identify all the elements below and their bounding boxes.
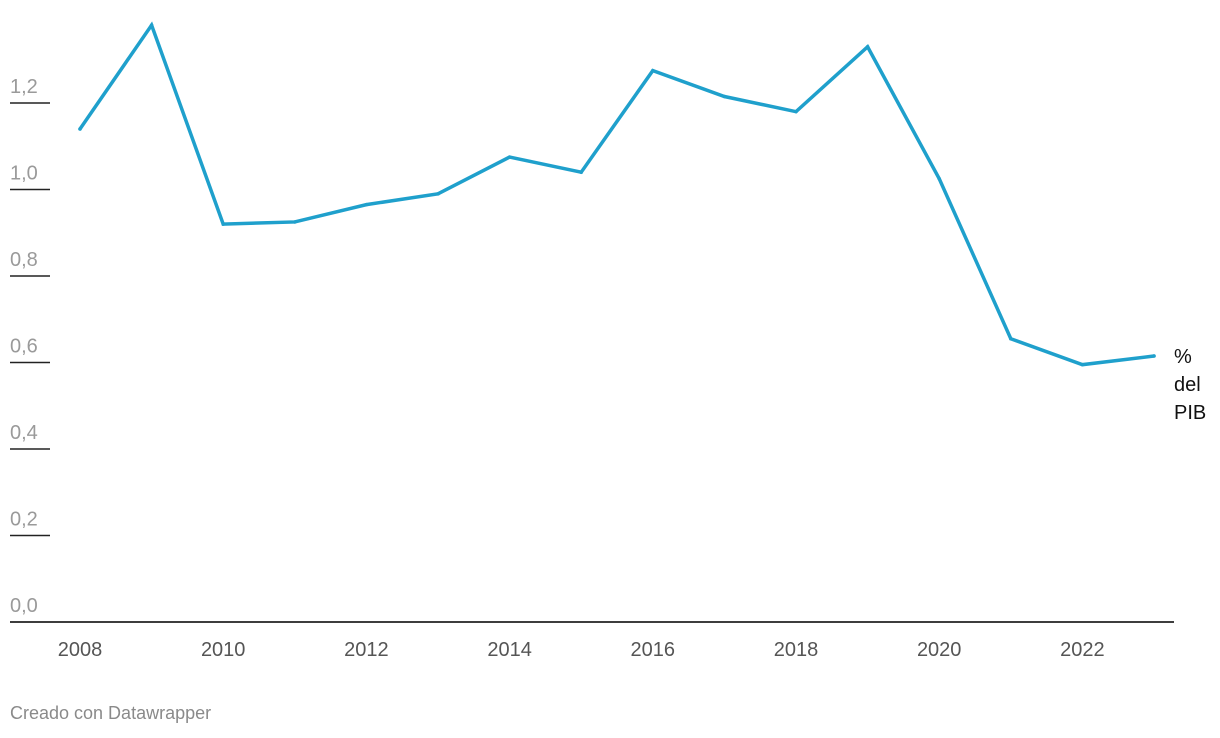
data-point <box>364 202 369 207</box>
data-point <box>794 109 798 114</box>
y-tick-label: 1,2 <box>10 76 38 98</box>
y-tick-label: 0,0 <box>10 595 38 617</box>
x-tick-label: 2012 <box>344 639 389 661</box>
series-label-line: % <box>1174 346 1192 368</box>
y-tick-label: 0,2 <box>10 509 38 531</box>
data-point <box>722 94 727 99</box>
x-tick-label: 2016 <box>631 639 676 661</box>
data-point <box>221 222 225 226</box>
y-axis: 0,0 0,2 0,4 0,6 0,8 1,0 1,2 <box>10 76 1174 623</box>
x-tick-label: 2018 <box>774 639 819 661</box>
data-point <box>651 68 655 73</box>
data-point <box>78 127 82 131</box>
x-tick-label: 2020 <box>917 639 962 661</box>
data-point <box>579 170 583 174</box>
data-point <box>937 176 941 181</box>
data-point <box>1080 362 1085 367</box>
series-line <box>78 21 1156 367</box>
footer-credit: Creado con Datawrapper <box>10 703 212 723</box>
data-point <box>1152 354 1156 358</box>
data-point <box>149 23 154 27</box>
series-label-line: PIB <box>1174 402 1206 424</box>
y-tick-label: 0,8 <box>10 249 38 271</box>
x-tick-label: 2010 <box>201 639 246 661</box>
y-tick-label: 0,4 <box>10 422 38 444</box>
data-point <box>865 45 870 49</box>
x-tick-label: 2008 <box>58 639 103 661</box>
y-tick-label: 1,0 <box>10 163 38 185</box>
series-label: % del PIB <box>1174 346 1206 424</box>
data-point <box>293 220 297 224</box>
x-tick-label: 2014 <box>487 639 532 661</box>
data-point <box>1009 336 1013 341</box>
x-axis: 2008 2010 2012 2014 2016 2018 2020 2022 <box>58 639 1105 661</box>
data-point <box>436 192 440 196</box>
series-label-line: del <box>1174 374 1201 396</box>
y-tick-label: 0,6 <box>10 336 38 358</box>
data-point <box>507 155 512 159</box>
series-group <box>78 21 1156 367</box>
x-tick-label: 2022 <box>1060 639 1105 661</box>
